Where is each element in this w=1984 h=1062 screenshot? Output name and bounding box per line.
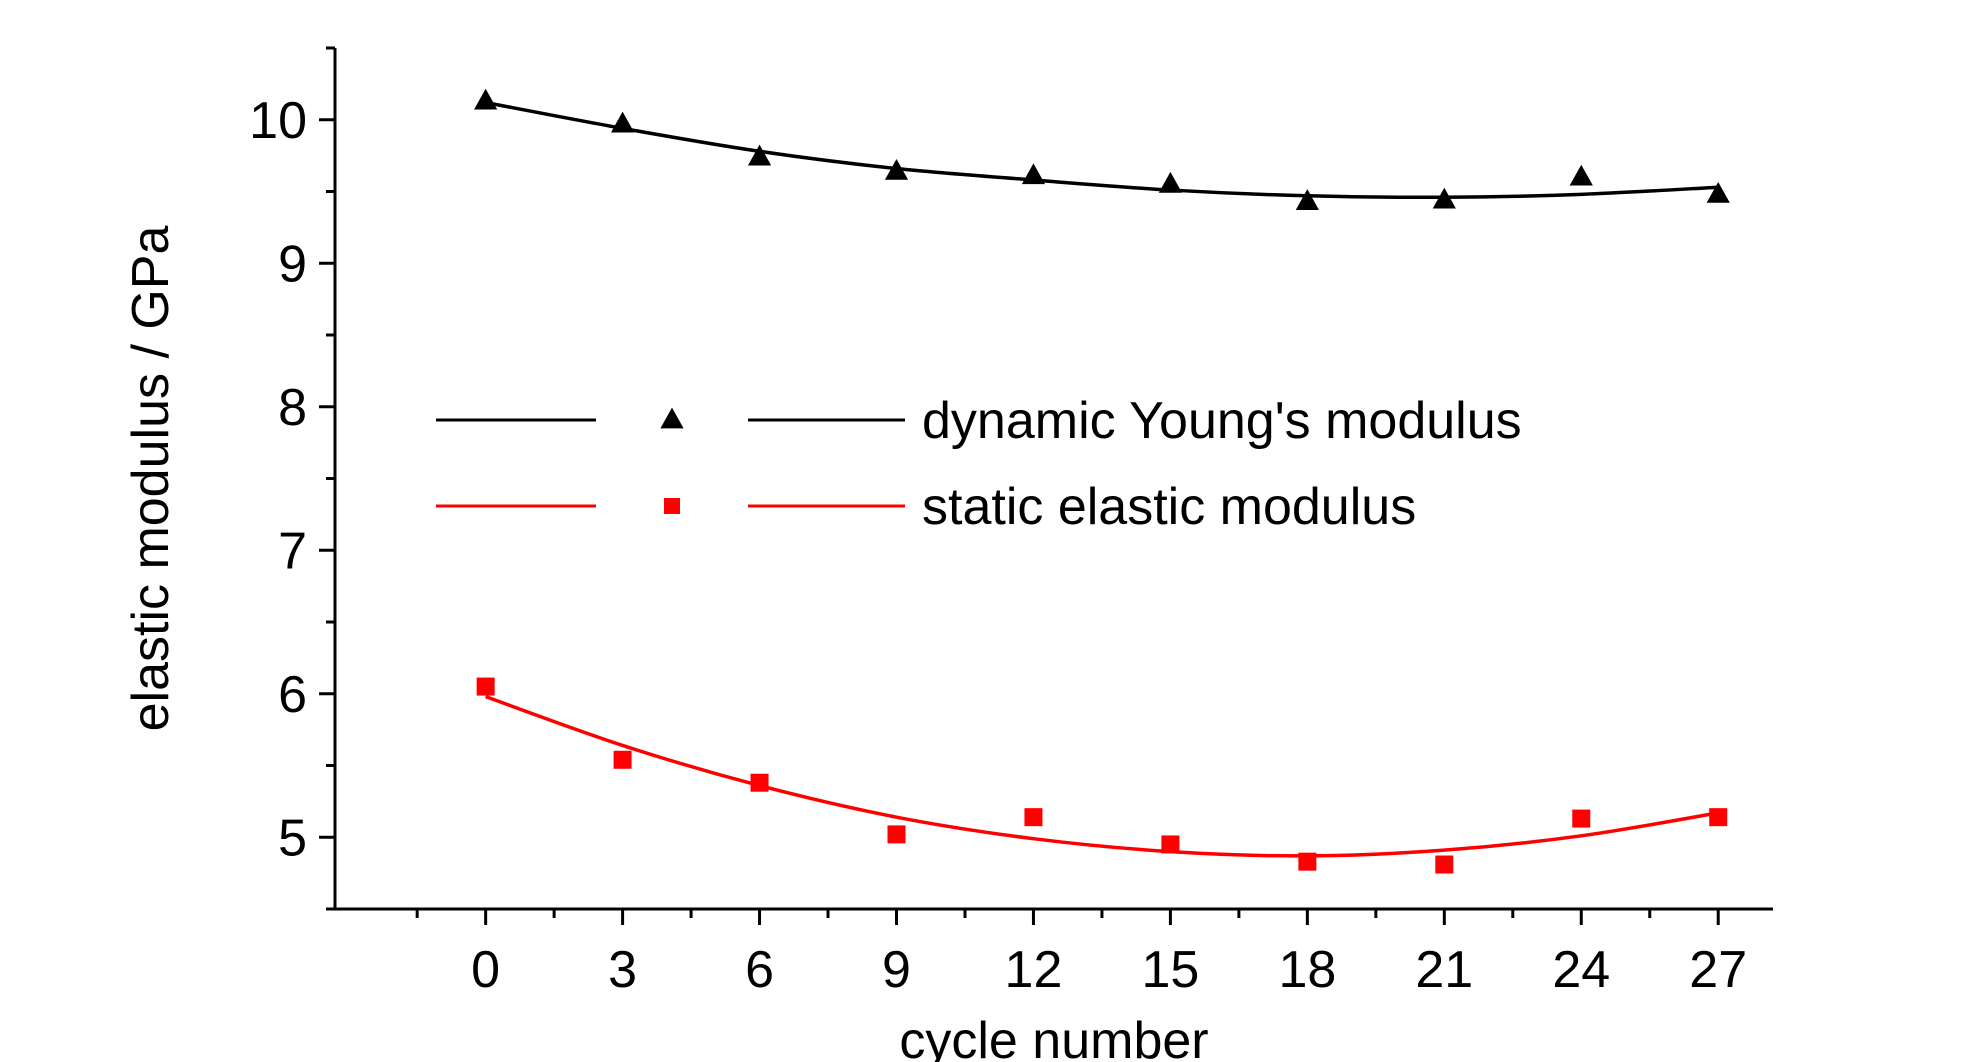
series-static (476, 677, 1728, 874)
data-point (1158, 171, 1183, 193)
y-tick-label: 9 (278, 235, 307, 293)
x-tick-label: 21 (1415, 941, 1473, 999)
data-point (611, 111, 635, 133)
legend-label-dynamic: dynamic Young's modulus (922, 392, 1522, 450)
x-tick-label: 12 (1005, 941, 1063, 999)
data-point (1572, 809, 1591, 828)
y-ticks: 5 6 7 8 9 10 (249, 46, 335, 911)
data-point (750, 773, 769, 792)
x-tick-label: 3 (608, 941, 637, 999)
data-point (1298, 852, 1317, 871)
data-point (1706, 181, 1730, 203)
data-point (1024, 808, 1043, 827)
x-axis-title: cycle number (899, 1012, 1208, 1062)
data-point (1709, 808, 1728, 827)
x-tick-label: 24 (1552, 941, 1610, 999)
y-tick-label: 6 (278, 666, 307, 724)
data-point (613, 750, 632, 769)
legend-entry-static: static elastic modulus (436, 478, 1416, 536)
y-tick-label: 7 (278, 522, 307, 580)
y-tick-label: 10 (249, 92, 307, 150)
data-point (884, 159, 909, 180)
data-point (1432, 187, 1456, 209)
data-point (1021, 163, 1046, 185)
data-point (747, 144, 772, 166)
legend-label-static: static elastic modulus (922, 478, 1416, 536)
legend-marker-square (664, 498, 680, 514)
data-point (476, 677, 495, 696)
y-axis-title: elastic modulus / GPa (122, 226, 180, 732)
x-tick-label: 18 (1278, 941, 1336, 999)
fit-curve (485, 694, 1719, 858)
data-point (1295, 189, 1319, 210)
x-tick-label: 0 (471, 941, 500, 999)
legend: dynamic Young's modulus static elastic m… (436, 392, 1522, 536)
x-tick-label: 15 (1141, 941, 1199, 999)
data-point (474, 88, 498, 110)
x-tick-label: 27 (1689, 941, 1747, 999)
data-point (887, 825, 906, 844)
x-tick-label: 6 (745, 941, 774, 999)
series-dynamic (474, 88, 1730, 210)
y-tick-label: 5 (278, 809, 307, 867)
x-ticks: 0 3 6 9 12 15 18 21 24 27 (415, 909, 1747, 999)
axes: 5 6 7 8 9 10 0 3 6 9 12 15 18 21 24 27 (249, 46, 1773, 999)
data-point (1435, 855, 1454, 874)
data-point (1161, 835, 1180, 854)
fit-curve (485, 100, 1719, 200)
series-layer (474, 88, 1730, 874)
y-tick-label: 8 (278, 379, 307, 437)
x-tick-label: 9 (882, 941, 911, 999)
data-point (1569, 164, 1593, 186)
legend-marker-triangle (660, 407, 684, 429)
legend-entry-dynamic: dynamic Young's modulus (436, 392, 1522, 450)
